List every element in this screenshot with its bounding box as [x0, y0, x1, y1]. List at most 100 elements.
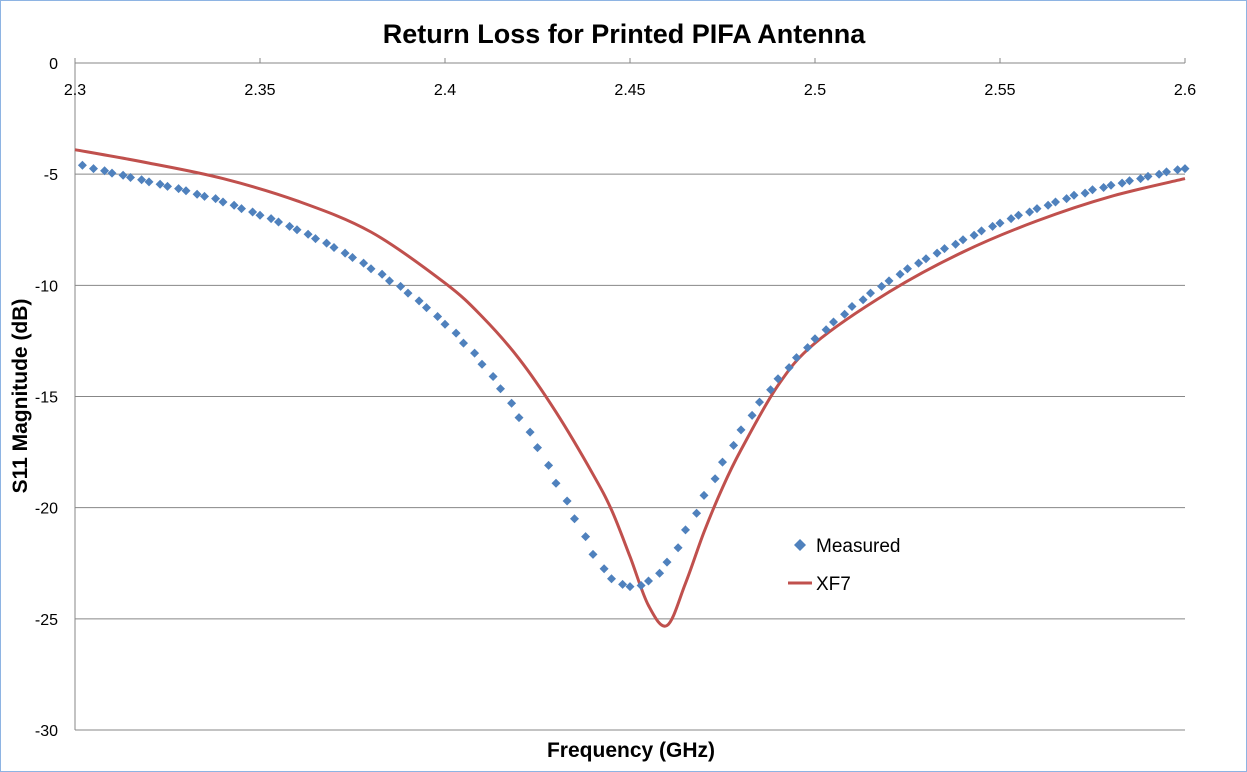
data-point: [533, 443, 542, 453]
data-point: [1080, 188, 1090, 198]
data-point: [995, 218, 1005, 228]
data-point: [866, 288, 875, 298]
data-point: [958, 235, 968, 245]
data-point: [192, 189, 202, 199]
data-point: [77, 160, 87, 170]
chart-title: Return Loss for Printed PIFA Antenna: [383, 19, 867, 49]
data-point: [792, 353, 801, 363]
data-point: [274, 217, 283, 227]
data-point: [951, 239, 961, 249]
data-point: [163, 181, 172, 191]
data-point: [285, 221, 295, 231]
plot-area: [74, 148, 1190, 628]
x-tick-label: 2.3: [64, 82, 86, 99]
data-point: [1062, 194, 1072, 204]
x-axis-title: Frequency (GHz): [547, 739, 715, 762]
data-point: [810, 334, 820, 344]
data-point: [544, 460, 554, 470]
data-point: [211, 194, 221, 204]
data-point: [821, 325, 831, 335]
data-point: [662, 557, 672, 567]
data-point: [107, 168, 117, 178]
data-point: [940, 244, 949, 254]
data-point: [1136, 174, 1146, 184]
legend: Measured XF7: [788, 536, 901, 595]
data-point: [977, 226, 986, 236]
data-point: [322, 238, 332, 248]
data-point: [729, 440, 739, 450]
y-tick-label: -20: [35, 501, 58, 518]
data-point: [100, 166, 110, 176]
data-point: [840, 309, 850, 319]
data-point: [237, 204, 246, 214]
data-point: [248, 207, 258, 217]
data-point: [766, 385, 776, 395]
data-point: [877, 281, 887, 291]
data-point: [1180, 164, 1190, 174]
data-point: [1032, 204, 1042, 214]
data-point: [440, 319, 450, 329]
data-point: [710, 474, 720, 484]
data-point: [1143, 171, 1153, 181]
data-point: [1025, 207, 1035, 217]
data-point: [755, 397, 764, 407]
y-tick-label: -30: [35, 723, 58, 740]
data-point: [692, 508, 702, 518]
data-point: [1051, 197, 1060, 207]
data-point: [507, 398, 517, 408]
data-point: [773, 374, 783, 384]
data-point: [921, 254, 931, 264]
data-point: [303, 229, 313, 239]
legend-label-xf7: XF7: [816, 574, 851, 595]
data-point: [1154, 169, 1164, 179]
data-point: [181, 186, 191, 196]
data-point: [255, 210, 265, 220]
data-point: [385, 276, 394, 286]
data-point: [655, 568, 665, 578]
data-point: [736, 425, 746, 435]
data-point: [414, 296, 424, 306]
data-point: [562, 496, 572, 506]
data-point: [433, 312, 443, 321]
series-points-measured: [77, 160, 1190, 592]
legend-label-measured: Measured: [816, 536, 901, 557]
x-tick-label: 2.35: [244, 82, 275, 99]
data-point: [1088, 185, 1097, 195]
data-point: [155, 179, 165, 189]
data-point: [673, 543, 683, 553]
data-point: [470, 348, 480, 358]
data-point: [137, 175, 147, 185]
data-point: [784, 363, 794, 373]
data-point: [847, 302, 857, 311]
data-point: [644, 576, 653, 586]
data-point: [570, 514, 579, 524]
data-point: [144, 177, 154, 187]
data-point: [292, 225, 302, 235]
data-point: [681, 525, 690, 535]
x-tick-label: 2.6: [1174, 82, 1196, 99]
data-point: [1099, 183, 1109, 192]
data-point: [636, 581, 646, 590]
data-point: [126, 173, 135, 182]
data-point: [451, 328, 461, 338]
data-point: [1106, 180, 1116, 190]
axes: 0 -5 -10 -15 -20 -25 -30 2.3 2.35 2.4 2.45 2.5 2.55 2…: [35, 56, 1196, 740]
data-point: [551, 478, 561, 488]
data-point: [118, 170, 128, 180]
y-tick-label: -5: [44, 167, 58, 184]
y-tick-label: 0: [49, 56, 58, 73]
data-point: [1006, 214, 1016, 224]
data-point: [359, 258, 369, 268]
series-line-xf7: [74, 148, 1186, 628]
data-point: [718, 457, 727, 467]
data-point: [618, 579, 628, 589]
data-point: [895, 269, 905, 279]
data-point: [1014, 210, 1023, 220]
data-point: [422, 303, 431, 313]
data-point: [366, 264, 376, 274]
data-point: [488, 372, 498, 381]
data-point: [914, 258, 924, 268]
data-point: [174, 184, 184, 194]
